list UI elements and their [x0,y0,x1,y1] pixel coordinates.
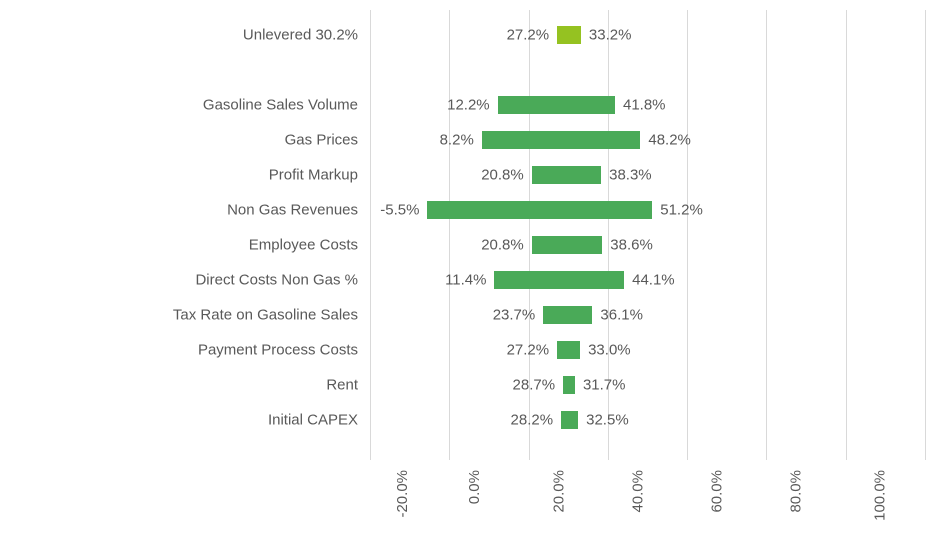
x-axis-tick-label: 40.0% [629,470,646,513]
low-value-label: 27.2% [507,27,550,44]
high-value-label: 38.6% [610,237,653,254]
high-value-label: 33.2% [589,27,632,44]
range-bar [532,236,603,254]
high-value-label: 48.2% [648,132,691,149]
range-bar [557,26,581,44]
low-value-label: 20.8% [481,237,524,254]
low-value-label: 8.2% [440,132,474,149]
gridline [449,10,450,460]
low-value-label: 28.7% [513,377,556,394]
row-label: Employee Costs [249,238,370,253]
row-label: Non Gas Revenues [227,203,370,218]
high-value-label: 31.7% [583,377,626,394]
gridline [925,10,926,460]
x-axis-tick-label: 0.0% [466,470,483,504]
low-value-label: 12.2% [447,97,490,114]
row-label: Unlevered 30.2% [243,28,370,43]
gridline [846,10,847,460]
row-label: Gas Prices [285,133,370,148]
x-axis-tick-label: 100.0% [871,470,888,521]
high-value-label: 44.1% [632,272,675,289]
high-value-label: 41.8% [623,97,666,114]
x-axis-tick-label: 20.0% [550,470,567,513]
plot-area: Unlevered 30.2%27.2%33.2%Gasoline Sales … [370,10,925,460]
row-label: Direct Costs Non Gas % [195,273,370,288]
x-axis-tick-label: -20.0% [394,470,411,518]
high-value-label: 51.2% [660,202,703,219]
low-value-label: 11.4% [445,272,486,289]
row-label: Rent [326,378,370,393]
x-axis-tick-label: 60.0% [708,470,725,513]
tornado-chart: Unlevered 30.2% 27.2% 33.2% Gasoline Sales … [0,0,935,543]
high-value-label: 32.5% [586,412,629,429]
gridline [370,10,371,460]
high-value-label: 33.0% [588,342,631,359]
range-bar [498,96,615,114]
high-value-label: 38.3% [609,167,652,184]
range-bar [557,341,580,359]
low-value-label: 20.8% [481,167,524,184]
range-bar [561,411,578,429]
low-value-label: 23.7% [493,307,536,324]
range-bar [494,271,624,289]
row-label: Gasoline Sales Volume [203,98,370,113]
range-bar [543,306,592,324]
range-bar [482,131,641,149]
x-axis-tick-label: 80.0% [788,470,805,513]
row-label: Profit Markup [269,168,370,183]
gridline [687,10,688,460]
range-bar [532,166,601,184]
low-value-label: 28.2% [511,412,554,429]
low-value-label: 27.2% [507,342,550,359]
gridline [766,10,767,460]
row-label: Payment Process Costs [198,343,370,358]
row-label: Tax Rate on Gasoline Sales [173,308,370,323]
high-value-label: 36.1% [600,307,643,324]
range-bar [427,201,652,219]
low-value-label: -5.5% [380,202,419,219]
row-label: Initial CAPEX [268,413,370,428]
range-bar [563,376,575,394]
